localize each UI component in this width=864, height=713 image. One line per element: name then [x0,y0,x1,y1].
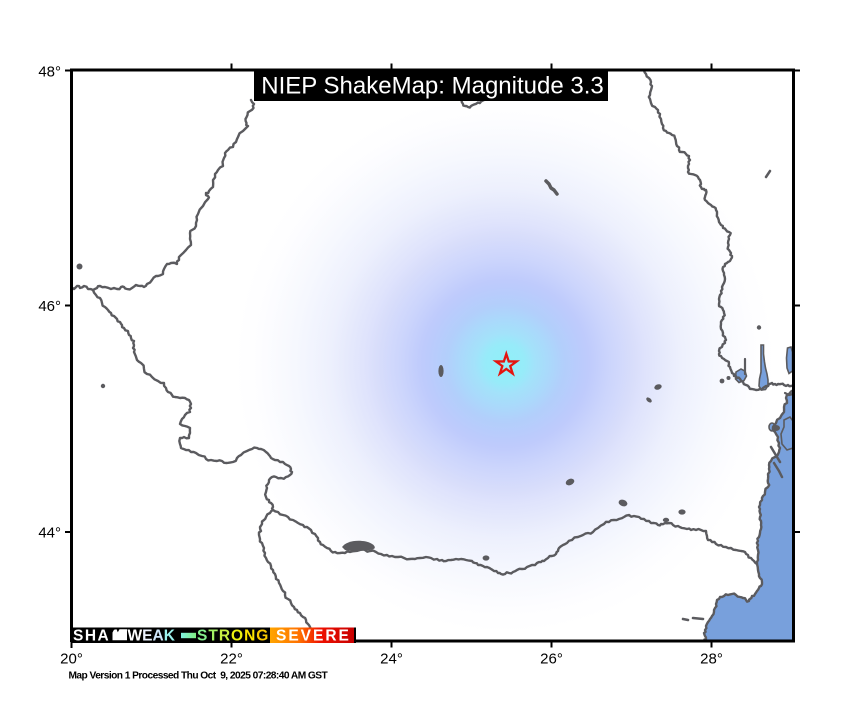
svg-text:28°: 28° [700,651,723,668]
svg-text:WEAK: WEAK [128,628,176,645]
svg-text:48°: 48° [38,64,61,81]
svg-text:44°: 44° [38,525,61,542]
svg-text:Map Version 1 Processed Thu Oc: Map Version 1 Processed Thu Oct 9, 2025 … [69,671,329,682]
svg-text:STRONG: STRONG [197,628,269,645]
svg-text:20°: 20° [60,651,83,668]
svg-text:SEVERE: SEVERE [276,628,351,645]
svg-text:NIEP ShakeMap: Magnitude 3.3: NIEP ShakeMap: Magnitude 3.3 [261,73,603,100]
svg-text:24°: 24° [380,651,403,668]
svg-text:SHA: SHA [73,628,110,645]
svg-text:46°: 46° [38,298,61,315]
svg-text:26°: 26° [540,651,563,668]
svg-text:22°: 22° [220,651,243,668]
